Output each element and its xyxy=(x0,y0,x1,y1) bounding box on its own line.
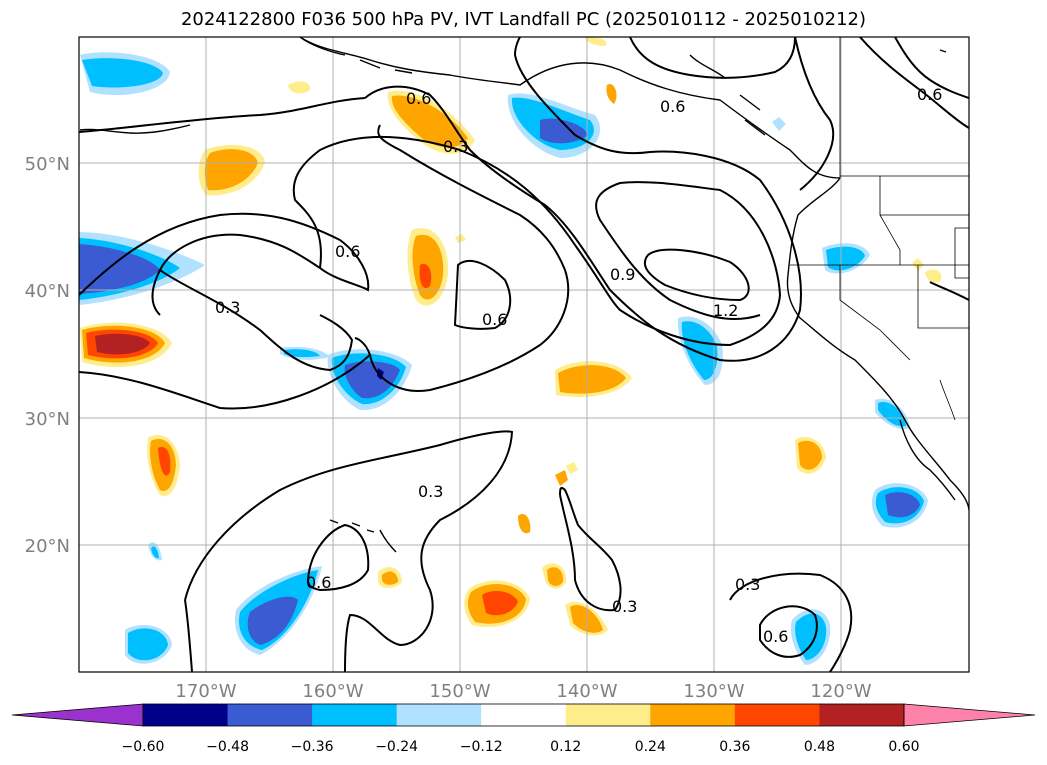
political-borders xyxy=(790,37,969,421)
contour-labels: 0.6 0.3 0.6 0.3 0.6 0.9 1.2 0.6 0.3 0.6 … xyxy=(215,85,942,646)
colorbar-label: 0.12 xyxy=(550,739,581,755)
colorbar-label: −0.24 xyxy=(375,739,418,755)
contour-label: 0.6 xyxy=(482,310,507,329)
contour-label: 0.6 xyxy=(335,242,360,261)
lon-tick-label: 140°W xyxy=(556,681,617,702)
map-title: 2024122800 F036 500 hPa PV, IVT Landfall… xyxy=(180,9,867,30)
gridlines xyxy=(79,37,969,672)
lat-tick-label: 30°N xyxy=(25,409,70,430)
contour-label: 0.3 xyxy=(612,597,637,616)
colorbar-label: −0.60 xyxy=(122,739,165,755)
contour-label: 0.3 xyxy=(735,575,760,594)
lon-tick-label: 130°W xyxy=(683,681,744,702)
contour-label: 0.6 xyxy=(406,89,431,108)
contour-label: 0.6 xyxy=(660,97,685,116)
pv-anomaly-fills xyxy=(79,37,942,665)
contour-label: 1.2 xyxy=(713,301,738,320)
contour-label: 0.6 xyxy=(917,85,942,104)
contour-label: 0.6 xyxy=(763,627,788,646)
colorbar-swatch xyxy=(312,704,398,726)
colorbar-label: −0.48 xyxy=(206,739,249,755)
colorbar-extend-left xyxy=(11,703,144,727)
longitude-tick-labels: 170°W 160°W 150°W 140°W 130°W 120°W xyxy=(175,681,871,702)
plot-frame xyxy=(78,36,970,673)
contour-label: 0.3 xyxy=(418,482,443,501)
lat-tick-label: 50°N xyxy=(25,154,70,175)
contour-label: 0.9 xyxy=(610,265,635,284)
coastlines xyxy=(79,37,969,553)
colorbar-swatch xyxy=(227,704,313,726)
colorbar-label: −0.36 xyxy=(291,739,334,755)
colorbar-swatch xyxy=(650,704,736,726)
colorbar-label: 0.24 xyxy=(635,739,666,755)
colorbar-label: 0.48 xyxy=(804,739,835,755)
contour-label: 0.6 xyxy=(306,573,331,592)
colorbar-swatch xyxy=(734,704,820,726)
colorbar-label: 0.60 xyxy=(888,739,919,755)
colorbar-label: 0.36 xyxy=(719,739,750,755)
colorbar-extend-right xyxy=(903,703,1036,727)
lon-tick-label: 120°W xyxy=(810,681,871,702)
colorbar-swatch xyxy=(819,704,905,726)
colorbar: −0.60 −0.48 −0.36 −0.24 −0.12 0.12 0.24 0.36 0.4… xyxy=(11,703,1036,755)
lon-tick-label: 160°W xyxy=(302,681,363,702)
colorbar-swatch xyxy=(565,704,651,726)
colorbar-swatch xyxy=(481,704,567,726)
contour-label: 0.3 xyxy=(443,137,468,156)
colorbar-label: −0.12 xyxy=(460,739,503,755)
colorbar-swatch xyxy=(396,704,482,726)
contour-label: 0.3 xyxy=(215,298,240,317)
lon-tick-label: 150°W xyxy=(429,681,490,702)
pv-contours xyxy=(79,37,969,672)
colorbar-swatch xyxy=(143,704,229,726)
lat-tick-label: 40°N xyxy=(25,281,70,302)
lon-tick-label: 170°W xyxy=(175,681,236,702)
lat-tick-label: 20°N xyxy=(25,536,70,557)
latitude-tick-labels: 50°N 40°N 30°N 20°N xyxy=(25,154,70,557)
